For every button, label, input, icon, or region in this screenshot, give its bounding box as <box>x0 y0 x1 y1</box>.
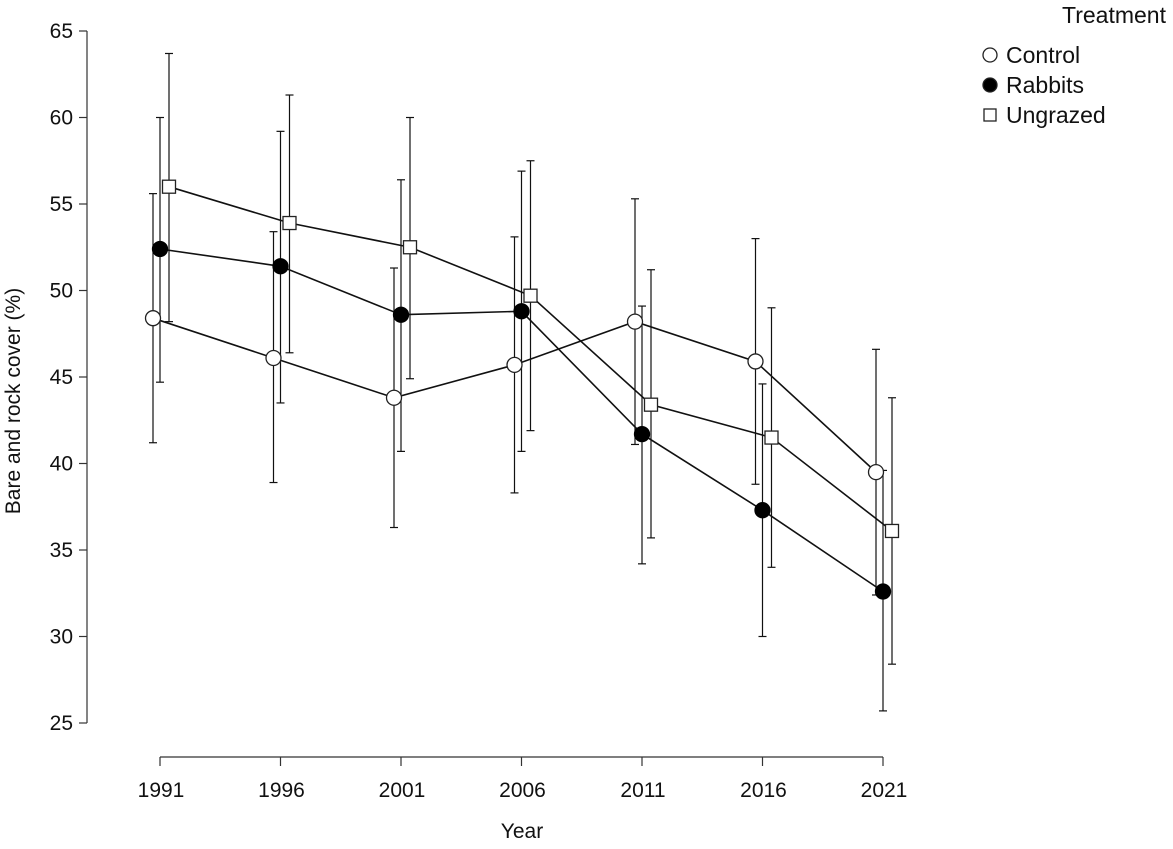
data-point-ungrazed <box>282 215 297 231</box>
data-point-ungrazed <box>643 397 659 412</box>
legend-label: Rabbits <box>1006 72 1084 98</box>
data-point-control <box>385 389 403 406</box>
legend-items: Control Rabbits Ungrazed <box>982 42 1106 128</box>
y-tick-label: 35 <box>50 539 73 562</box>
legend-title: Treatment <box>1062 2 1167 28</box>
data-point-control <box>265 349 282 367</box>
legend-item-ungrazed: Ungrazed <box>983 102 1106 128</box>
y-axis-title: Bare and rock cover (%) <box>2 288 25 514</box>
data-point-control <box>867 463 885 481</box>
data-point-rabbits <box>754 502 771 519</box>
data-point-rabbits <box>874 583 892 600</box>
data-point-ungrazed <box>764 430 779 445</box>
x-tick-label: 2006 <box>499 779 546 802</box>
data-point-ungrazed <box>523 288 538 303</box>
series-control <box>149 193 880 596</box>
markers-ungrazed <box>161 179 900 539</box>
x-tick-label: 2011 <box>620 779 665 802</box>
markers-control <box>144 310 885 481</box>
data-point-ungrazed <box>161 179 177 194</box>
y-tick-label: 65 <box>50 20 73 43</box>
data-point-control <box>144 310 162 327</box>
y-tick-label: 30 <box>50 626 73 649</box>
y-tick-label: 40 <box>50 453 73 476</box>
legend: Treatment Control Rabbits Ungrazed <box>982 2 1167 128</box>
legend-label: Control <box>1006 42 1080 68</box>
x-tick-label: 2001 <box>379 779 426 802</box>
y-tick-label: 55 <box>50 193 73 216</box>
data-point-rabbits <box>392 306 410 323</box>
x-tick-label: 1991 <box>138 779 185 802</box>
x-tick-label: 2021 <box>861 779 908 802</box>
data-point-rabbits <box>272 258 289 275</box>
markers-rabbits <box>151 240 892 600</box>
x-axis: 1991 1996 2001 2006 2011 2016 2021 <box>138 756 908 802</box>
data-point-rabbits <box>513 303 530 320</box>
y-tick-label: 45 <box>50 366 73 389</box>
series-layer <box>144 52 900 712</box>
data-point-control <box>747 353 764 370</box>
y-tick-label: 60 <box>50 107 73 130</box>
data-point-rabbits <box>151 240 169 258</box>
data-point-ungrazed <box>402 240 418 255</box>
x-axis-title: Year <box>501 820 543 843</box>
legend-item-rabbits: Rabbits <box>982 72 1084 98</box>
legend-marker <box>982 77 998 93</box>
data-point-control <box>506 356 523 374</box>
series-rabbits <box>156 116 887 712</box>
x-tick-label: 2016 <box>740 779 787 802</box>
legend-marker <box>983 108 997 122</box>
data-point-ungrazed <box>884 523 900 539</box>
y-tick-label: 25 <box>50 712 73 735</box>
legend-label: Ungrazed <box>1006 102 1106 128</box>
x-tick-label: 1996 <box>258 779 305 802</box>
data-point-control <box>626 313 644 330</box>
data-point-rabbits <box>633 425 651 443</box>
legend-marker <box>982 47 998 63</box>
y-axis: 25 30 35 40 45 50 55 60 65 <box>50 20 88 735</box>
y-tick-label: 50 <box>50 280 73 303</box>
legend-item-control: Control <box>982 42 1080 68</box>
